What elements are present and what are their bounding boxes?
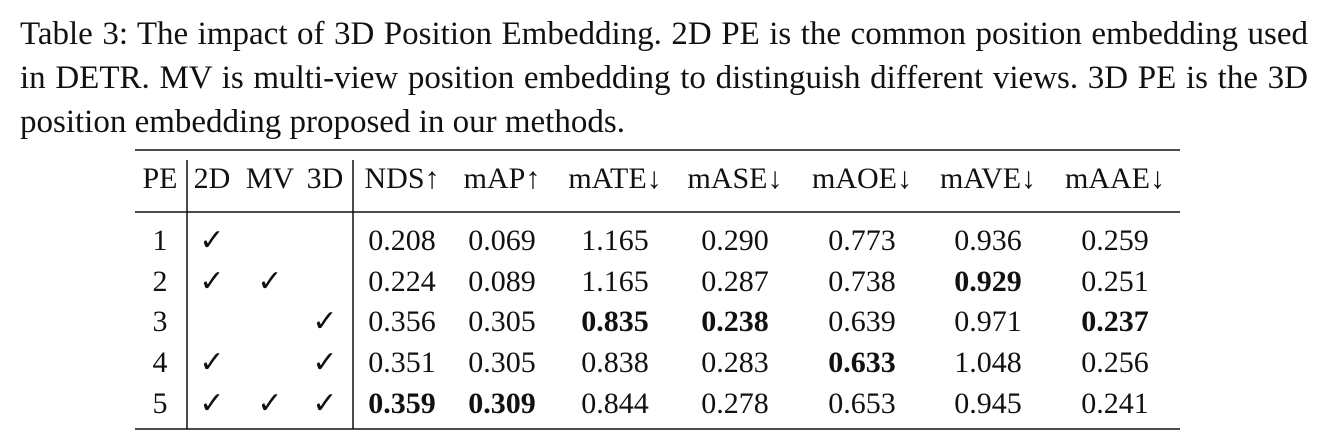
metric-cell: 0.224 [368,265,436,298]
check-cell: ✓ [257,265,282,298]
check-cell: ✓ [199,265,224,298]
check-cell: ✓ [312,387,337,420]
header-cell: mATE↓ [568,162,661,195]
metric-cell: 0.639 [828,305,896,338]
metric-cell: 1.165 [581,265,649,298]
header-cell: NDS↑ [364,162,439,195]
metric-cell: 0.256 [1081,346,1149,379]
check-cell: ✓ [312,305,337,338]
row-index: 2 [153,265,168,298]
header-cell: mASE↓ [687,162,782,195]
header-cell: 3D [307,162,344,195]
row-index: 5 [153,387,168,420]
metric-cell: 0.089 [468,265,536,298]
metric-cell: 1.048 [954,346,1022,379]
check-cell: ✓ [312,346,337,379]
metric-cell: 0.283 [701,346,769,379]
metric-cell: 0.237 [1081,305,1149,338]
check-cell: ✓ [199,224,224,257]
metric-cell: 0.290 [701,224,769,257]
metric-cell: 0.359 [368,387,436,420]
header-cell: 2D [194,162,231,195]
metric-cell: 0.241 [1081,387,1149,420]
metric-cell: 0.738 [828,265,896,298]
metric-cell: 0.929 [954,265,1022,298]
metric-cell: 0.278 [701,387,769,420]
metric-cell: 0.259 [1081,224,1149,257]
metric-cell: 0.287 [701,265,769,298]
check-cell: ✓ [257,387,282,420]
metric-cell: 0.069 [468,224,536,257]
metric-cell: 0.238 [701,305,769,338]
metric-cell: 0.356 [368,305,436,338]
row-index: 1 [153,224,168,257]
metric-cell: 0.945 [954,387,1022,420]
header-cell: mAAE↓ [1065,162,1165,195]
table-caption: Table 3: The impact of 3D Position Embed… [20,16,1308,140]
check-cell: ✓ [199,346,224,379]
row-index: 3 [153,305,168,338]
header-cell: PE [142,162,177,195]
metric-cell: 0.305 [468,305,536,338]
metric-cell: 0.208 [368,224,436,257]
metric-cell: 0.838 [581,346,649,379]
metric-cell: 0.633 [828,346,896,379]
metric-cell: 1.165 [581,224,649,257]
metric-cell: 0.653 [828,387,896,420]
header-cell: mAOE↓ [812,162,912,195]
metric-cell: 0.971 [954,305,1022,338]
metric-cell: 0.773 [828,224,896,257]
check-cell: ✓ [199,387,224,420]
metric-cell: 0.936 [954,224,1022,257]
metric-cell: 0.309 [468,387,536,420]
metric-cell: 0.835 [581,305,649,338]
metric-cell: 0.351 [368,346,436,379]
metric-cell: 0.844 [581,387,649,420]
header-cell: MV [246,162,295,195]
header-cell: mAP↑ [464,162,541,195]
metric-cell: 0.305 [468,346,536,379]
row-index: 4 [153,346,168,379]
metric-cell: 0.251 [1081,265,1149,298]
header-cell: mAVE↓ [940,162,1036,195]
